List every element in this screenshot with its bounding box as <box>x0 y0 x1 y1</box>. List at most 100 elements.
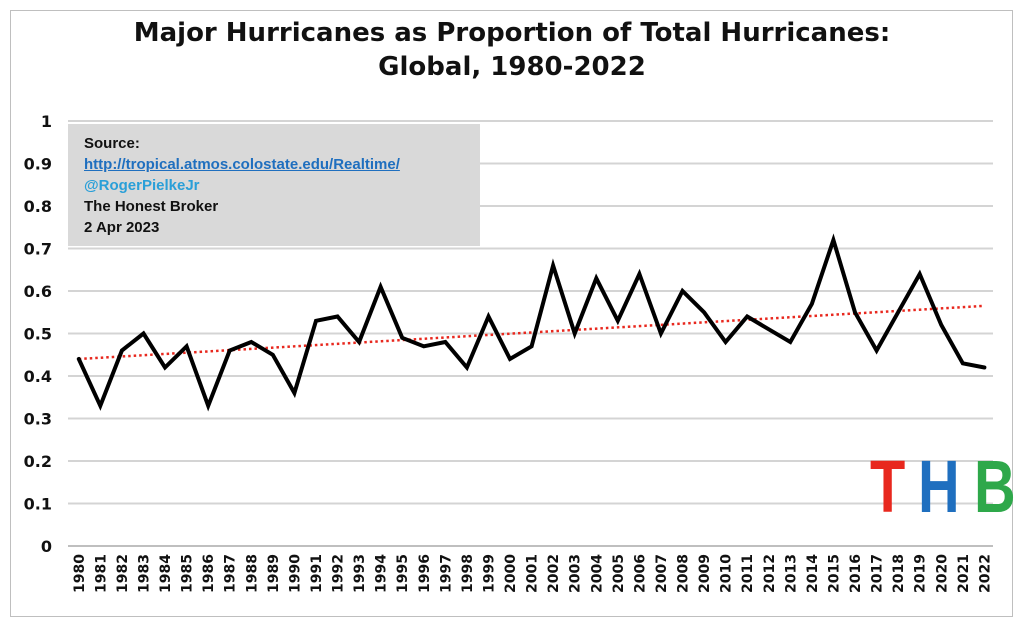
x-tick-label: 1982 <box>115 554 131 593</box>
y-tick-label: 0.8 <box>24 197 52 216</box>
data-point <box>530 344 534 348</box>
x-tick-label: 2020 <box>934 554 950 593</box>
x-tick-label: 2009 <box>697 554 713 593</box>
x-tick-label: 2022 <box>977 554 993 593</box>
source-link[interactable]: http://tropical.atmos.colostate.edu/Real… <box>84 156 400 173</box>
x-tick-label: 2019 <box>913 554 929 593</box>
x-tick-label: 1985 <box>180 554 196 593</box>
data-point <box>77 357 81 361</box>
data-point <box>939 323 943 327</box>
x-tick-label: 1996 <box>417 554 433 593</box>
data-point <box>228 349 232 352</box>
source-heading: Source: <box>84 135 140 152</box>
thb-logo: T H B <box>870 445 1016 528</box>
x-tick-label: 1983 <box>136 554 152 593</box>
data-point <box>810 302 814 306</box>
chart-title-line1: Major Hurricanes as Proportion of Total … <box>133 18 891 48</box>
logo-letter-t: T <box>870 445 905 528</box>
y-tick-label: 0.2 <box>24 452 52 471</box>
data-point <box>379 285 383 289</box>
data-point <box>724 340 728 344</box>
data-point <box>120 349 124 352</box>
data-point <box>443 340 447 344</box>
y-tick-label: 0 <box>41 537 52 556</box>
x-tick-label: 1997 <box>438 554 454 593</box>
y-tick-label: 0.5 <box>24 325 52 344</box>
x-tick-label: 1981 <box>93 554 109 593</box>
chart-frame <box>10 10 1013 617</box>
x-tick-label: 2001 <box>525 554 541 593</box>
data-point <box>616 319 620 323</box>
data-point <box>551 264 555 267</box>
data-point <box>745 315 749 318</box>
x-tick-label: 1995 <box>395 554 411 593</box>
data-point <box>141 332 145 335</box>
data-point <box>508 357 512 361</box>
x-tick-label: 2003 <box>568 554 584 593</box>
data-point <box>896 310 900 314</box>
data-point <box>831 238 835 242</box>
data-point <box>637 272 641 276</box>
x-tick-label: 1989 <box>266 554 282 593</box>
y-tick-label: 0.7 <box>24 240 52 259</box>
data-point <box>206 404 210 408</box>
data-point <box>400 336 404 340</box>
data-point <box>982 366 986 369</box>
x-tick-label: 2017 <box>870 554 886 593</box>
data-point <box>702 310 706 314</box>
x-tick-label: 2002 <box>546 554 562 593</box>
data-point <box>788 340 792 344</box>
data-point <box>594 276 598 280</box>
x-tick-label: 2012 <box>762 554 778 593</box>
x-tick-label: 1990 <box>287 554 303 593</box>
x-tick-label: 2014 <box>805 554 821 593</box>
data-point <box>422 344 426 348</box>
data-point <box>486 315 490 318</box>
x-tick-label: 1994 <box>374 554 390 593</box>
x-tick-label: 1984 <box>158 554 174 593</box>
x-tick-label: 1987 <box>223 554 239 593</box>
x-tick-label: 2004 <box>589 554 605 593</box>
x-tick-label: 2010 <box>719 554 735 593</box>
y-tick-label: 0.6 <box>24 282 52 301</box>
data-point <box>853 310 857 314</box>
data-point <box>336 315 340 318</box>
x-tick-label: 1998 <box>460 554 476 593</box>
data-point <box>918 272 922 276</box>
data-point <box>271 353 275 357</box>
data-point <box>767 327 771 331</box>
y-tick-label: 0.9 <box>24 155 52 174</box>
x-tick-label: 2015 <box>826 554 842 593</box>
x-tick-label: 1980 <box>72 554 88 593</box>
data-point <box>357 340 361 344</box>
x-tick-label: 2011 <box>740 554 756 593</box>
publisher-name: The Honest Broker <box>84 198 219 215</box>
x-tick-label: 2018 <box>891 554 907 593</box>
logo-letter-b: B <box>973 445 1016 528</box>
y-tick-label: 0.3 <box>24 410 52 429</box>
x-tick-label: 2006 <box>632 554 648 593</box>
source-box: Source: http://tropical.atmos.colostate.… <box>68 124 480 246</box>
publish-date: 2 Apr 2023 <box>84 219 160 236</box>
data-point <box>659 332 663 335</box>
data-point <box>185 344 189 348</box>
data-point <box>875 349 879 352</box>
x-tick-label: 1988 <box>244 554 260 593</box>
x-tick-label: 2000 <box>503 554 519 593</box>
x-tick-label: 2013 <box>783 554 799 593</box>
author-handle[interactable]: @RogerPielkeJr <box>84 177 200 194</box>
data-point <box>98 404 102 408</box>
y-tick-label: 0.1 <box>24 495 52 514</box>
data-point <box>961 361 965 365</box>
x-tick-label: 2008 <box>676 554 692 593</box>
x-tick-label: 1992 <box>331 554 347 593</box>
trendline <box>78 304 985 361</box>
data-point <box>292 391 296 395</box>
data-point <box>465 366 469 369</box>
y-tick-label: 1 <box>41 112 52 131</box>
chart-title: Major Hurricanes as Proportion of Total … <box>0 16 1024 84</box>
logo-letter-h: H <box>917 445 960 528</box>
chart-subtitle: Global, 1980-2022 <box>378 52 646 82</box>
data-point <box>249 340 253 344</box>
